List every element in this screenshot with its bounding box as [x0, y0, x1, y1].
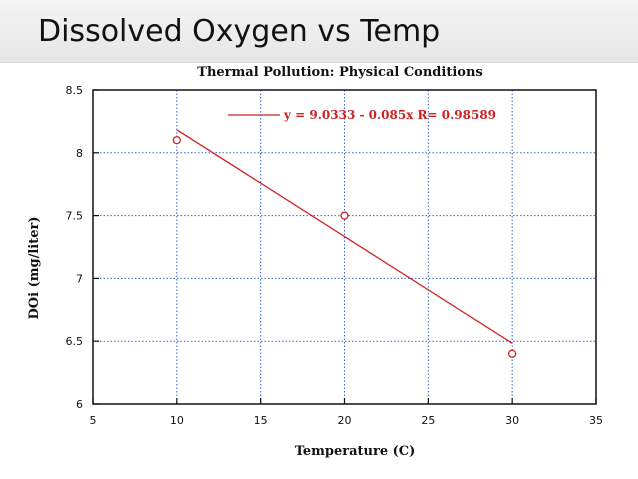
slide-title: Dissolved Oxygen vs Temp [38, 14, 441, 49]
data-point [340, 211, 349, 220]
x-tick-label: 5 [90, 414, 97, 427]
y-tick-label: 7 [76, 272, 83, 285]
x-tick-label: 25 [421, 414, 435, 427]
axes [92, 89, 597, 405]
x-tick-label: 20 [338, 414, 352, 427]
chart-title: Thermal Pollution: Physical Conditions [197, 65, 482, 80]
y-tick-label: 8.5 [66, 84, 84, 97]
y-tick-label: 8 [76, 147, 83, 160]
x-tick-label: 35 [589, 414, 603, 427]
tick-labels: 5 10 15 20 25 30 35 6 6.5 7 7.5 8 8.5 [66, 84, 604, 427]
x-axis-label: Temperature (C) [295, 444, 416, 459]
x-tick-label: 15 [254, 414, 268, 427]
y-tick-label: 7.5 [66, 210, 84, 223]
x-tick-label: 10 [170, 414, 184, 427]
grid-lines [93, 90, 596, 404]
legend-label: y = 9.0333 - 0.085x R= 0.98589 [283, 108, 496, 122]
regression-line [176, 129, 513, 344]
data-point [172, 136, 181, 145]
y-axis-label: DOi (mg/liter) [27, 217, 42, 320]
slide-title-bar: Dissolved Oxygen vs Temp [0, 0, 638, 63]
x-tick-label: 30 [505, 414, 519, 427]
data-point [508, 349, 517, 358]
y-tick-label: 6.5 [66, 335, 84, 348]
y-tick-label: 6 [76, 398, 83, 411]
data-points [172, 136, 517, 358]
trend-line [176, 129, 513, 344]
legend: y = 9.0333 - 0.085x R= 0.98589 [228, 108, 496, 122]
